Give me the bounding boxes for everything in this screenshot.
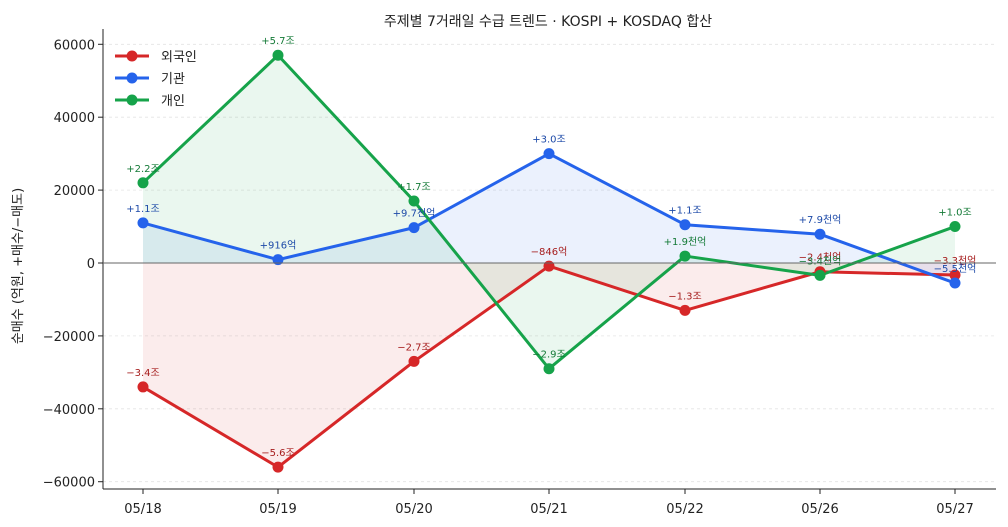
data-label: +1.1조 — [126, 204, 159, 215]
y-tick-label: −20000 — [43, 330, 95, 345]
area-fills — [143, 55, 955, 468]
data-label: −5.5천억 — [934, 263, 977, 275]
data-point — [272, 461, 284, 473]
area-fill — [143, 55, 955, 369]
x-tick-label: 05/20 — [395, 502, 432, 517]
data-label: +2.2조 — [126, 164, 159, 175]
data-point — [272, 49, 284, 61]
area-fill — [143, 153, 955, 284]
legend-label: 개인 — [161, 94, 185, 109]
data-label: +9.7천억 — [393, 208, 436, 220]
data-point — [408, 195, 420, 207]
data-point — [679, 219, 691, 231]
data-label: −3.4천억 — [799, 255, 842, 267]
data-point — [543, 363, 555, 375]
data-label: −3.3천억 — [934, 255, 977, 267]
data-point — [137, 381, 149, 393]
data-point — [949, 269, 961, 281]
y-tick-label: 60000 — [54, 38, 95, 53]
data-point — [949, 221, 961, 233]
data-point — [679, 304, 691, 316]
data-label: +1.0조 — [938, 208, 971, 219]
data-label: −3.4조 — [126, 368, 159, 379]
data-point — [814, 228, 826, 240]
legend-label: 외국인 — [161, 50, 197, 65]
legend-swatch-marker — [126, 50, 138, 62]
chart-title: 주제별 7거래일 수급 트렌드 · KOSPI + KOSDAQ 합산 — [384, 14, 712, 30]
y-tick-label: −40000 — [43, 403, 95, 418]
data-label: +3.0조 — [532, 135, 565, 146]
data-label: −1.3조 — [668, 291, 701, 302]
data-label: −846억 — [531, 246, 568, 258]
data-point — [137, 217, 149, 229]
data-label: +1.7조 — [397, 182, 430, 193]
data-labels: −3.4조 −5.6조 −2.7조 −846억 −1.3조 −2.4천억 −3.3천억 +1.… — [126, 36, 976, 459]
series-points — [137, 49, 961, 473]
data-point — [408, 355, 420, 367]
data-label: −2.9조 — [532, 350, 565, 361]
data-point — [949, 277, 961, 289]
x-ticks: 05/18 05/19 05/20 05/21 05/22 05/26 05/27 — [124, 489, 974, 517]
x-tick-label: 05/21 — [530, 502, 567, 517]
data-label: −5.6조 — [261, 448, 294, 459]
data-label: +1.9천억 — [664, 236, 707, 248]
data-label: −2.7조 — [397, 342, 430, 353]
data-point — [137, 177, 149, 189]
y-ticks: −60000 −40000 −20000 0 20000 40000 60000 — [43, 38, 103, 491]
data-label: −2.4천억 — [799, 252, 842, 264]
y-tick-label: 0 — [87, 257, 95, 272]
data-point — [408, 222, 420, 234]
y-tick-label: 40000 — [54, 111, 95, 126]
x-tick-label: 05/22 — [666, 502, 703, 517]
data-label: +916억 — [260, 240, 297, 252]
y-tick-label: −60000 — [43, 476, 95, 491]
data-label: +7.9천억 — [799, 214, 842, 226]
data-label: +5.7조 — [261, 36, 294, 47]
data-point — [814, 269, 826, 281]
x-tick-label: 05/26 — [801, 502, 838, 517]
legend-label: 기관 — [161, 72, 185, 87]
x-tick-label: 05/18 — [124, 502, 161, 517]
legend-swatch-marker — [126, 94, 138, 106]
x-tick-label: 05/27 — [936, 502, 973, 517]
data-point — [543, 148, 555, 160]
y-tick-label: 20000 — [54, 184, 95, 199]
legend-swatch-marker — [126, 72, 138, 84]
y-axis-label: 순매수 (억원, +매수/−매도) — [11, 188, 26, 344]
area-fill — [143, 263, 955, 468]
data-point — [679, 250, 691, 262]
x-tick-label: 05/19 — [259, 502, 296, 517]
data-label: +1.1조 — [668, 206, 701, 217]
data-point — [543, 260, 555, 272]
data-point — [272, 254, 284, 266]
